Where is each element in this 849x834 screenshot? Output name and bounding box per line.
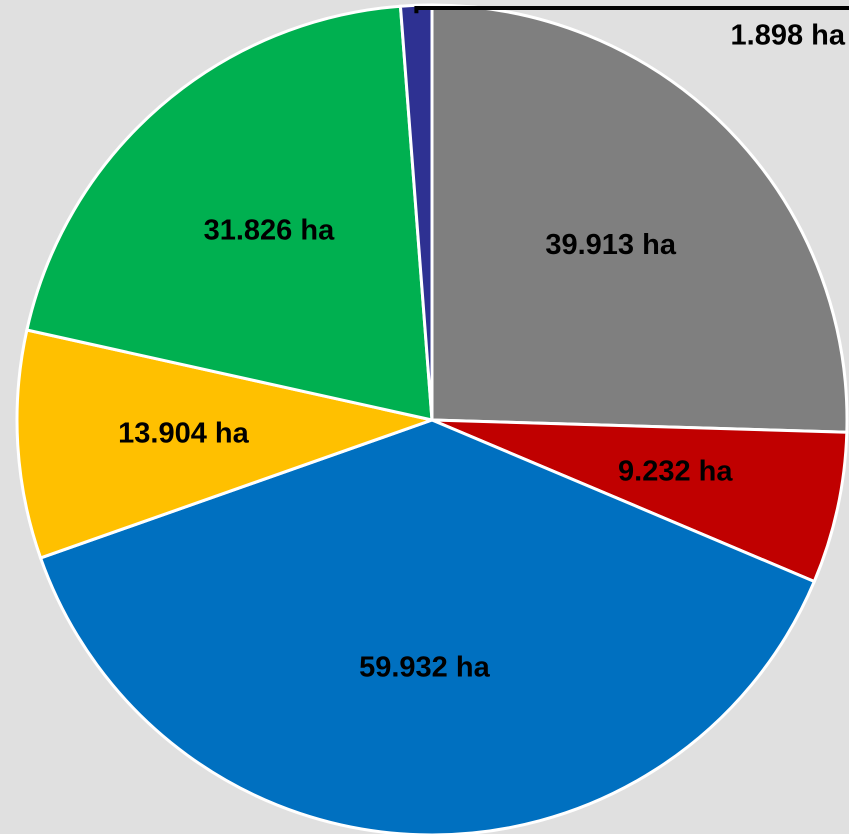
data-label: 1.898 ha bbox=[731, 20, 846, 52]
pie-slice bbox=[430, 3, 849, 434]
data-label: 59.932 ha bbox=[359, 652, 490, 684]
data-label: 13.904 ha bbox=[118, 418, 249, 450]
data-label: 9.232 ha bbox=[618, 456, 733, 488]
data-label: 31.826 ha bbox=[204, 214, 335, 246]
leader-line bbox=[414, 6, 849, 14]
pie-slice bbox=[25, 4, 434, 422]
data-label: 39.913 ha bbox=[545, 229, 676, 261]
pie-slice bbox=[15, 328, 438, 560]
pie-slice bbox=[38, 418, 817, 834]
pie-slice bbox=[398, 3, 434, 421]
pie-slice bbox=[431, 418, 849, 584]
